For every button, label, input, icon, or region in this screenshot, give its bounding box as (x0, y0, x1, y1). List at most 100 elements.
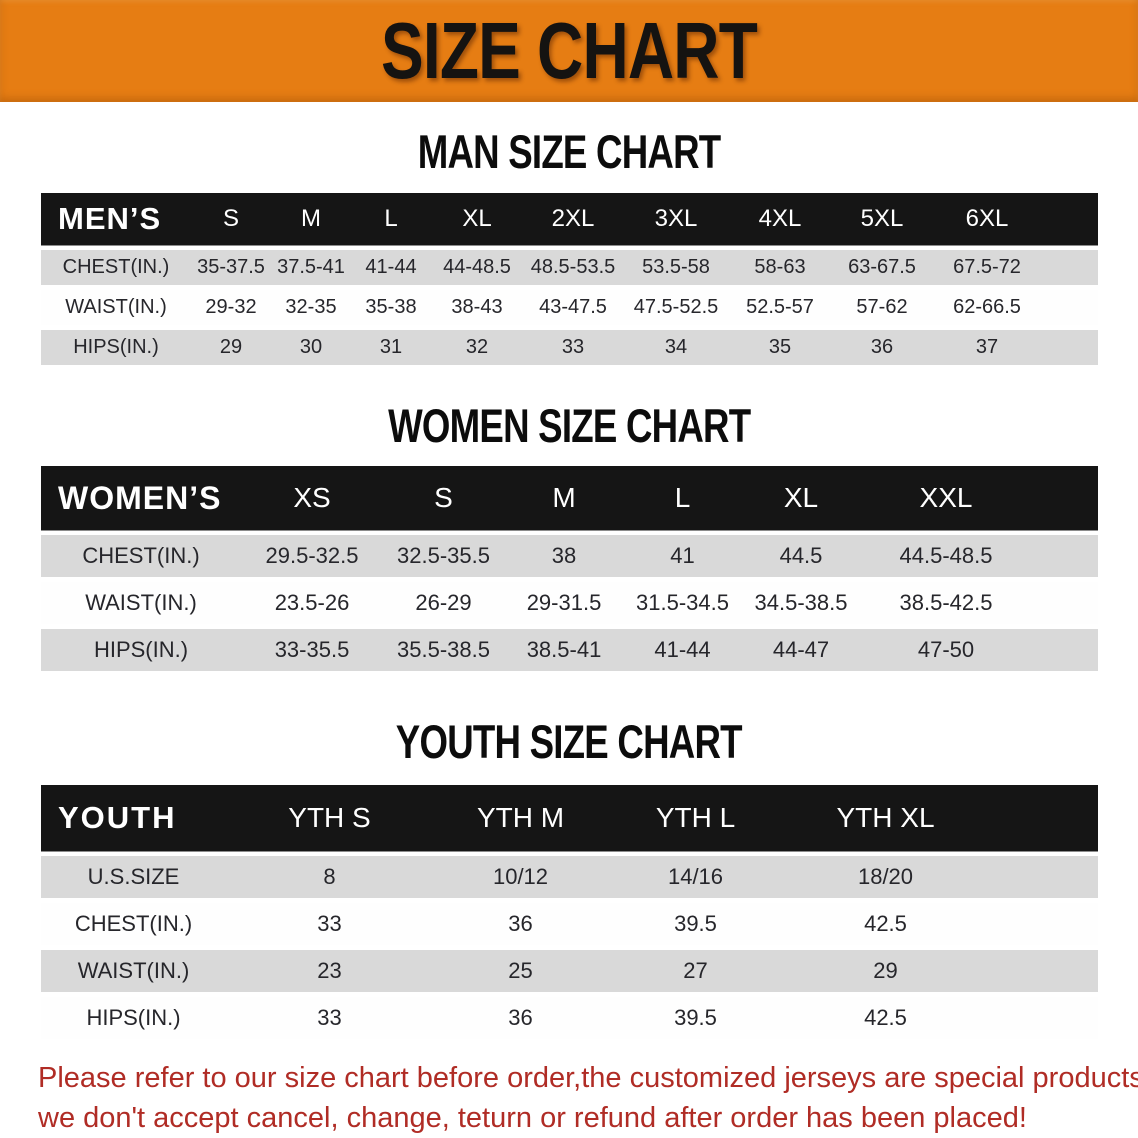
size-column-header: XXL (861, 466, 1031, 531)
man-section-title-text: MAN SIZE CHART (417, 125, 721, 178)
size-column-header: XL (741, 466, 861, 531)
measurement-row: HIPS(IN.) 33-35.5 35.5-38.5 38.5-41 41-44 44-… (41, 629, 1098, 672)
measurement-row: WAIST(IN.) 29-32 32-35 35-38 38-43 43-47.5 47.… (41, 289, 1098, 325)
size-header-row: WOMEN’S XS S M L XL XXL (41, 466, 1098, 531)
size-column-header: S (383, 466, 504, 531)
measurement-value: 43-47.5 (523, 289, 623, 325)
measurement-value: 44-47 (741, 629, 861, 672)
measurement-value: 33 (226, 997, 433, 1040)
measurement-row: CHEST(IN.) 33 36 39.5 42.5 (41, 903, 1098, 946)
measurement-value: 23 (226, 950, 433, 993)
measurement-value: 10/12 (433, 856, 608, 899)
measurement-value: 36 (831, 329, 933, 365)
measurement-value: 38 (504, 535, 624, 578)
measurement-value: 44-48.5 (431, 249, 523, 285)
measurement-value: 57-62 (831, 289, 933, 325)
measurement-value: 32-35 (271, 289, 351, 325)
filler-cell (1041, 329, 1098, 365)
size-column-header: 4XL (729, 192, 831, 245)
measurement-value: 38-43 (431, 289, 523, 325)
measurement-row: WAIST(IN.) 23.5-26 26-29 29-31.5 31.5-34.5 34… (41, 582, 1098, 625)
measurement-value: 42.5 (783, 903, 988, 946)
measurement-value: 25 (433, 950, 608, 993)
women-section-title-text: WOMEN SIZE CHART (387, 398, 751, 452)
measurement-value: 30 (271, 329, 351, 365)
measurement-row: HIPS(IN.) 33 36 39.5 42.5 (41, 997, 1098, 1040)
measurement-value: 34 (623, 329, 729, 365)
measurement-label: WAIST(IN.) (41, 950, 226, 993)
measurement-row: HIPS(IN.) 29 30 31 32 33 34 35 36 37 (41, 329, 1098, 365)
measurement-value: 47.5-52.5 (623, 289, 729, 325)
measurement-value: 8 (226, 856, 433, 899)
measurement-label: HIPS(IN.) (41, 629, 241, 672)
measurement-label: WAIST(IN.) (41, 582, 241, 625)
measurement-value: 33 (523, 329, 623, 365)
measurement-value: 26-29 (383, 582, 504, 625)
measurement-value: 63-67.5 (831, 249, 933, 285)
measurement-value: 38.5-42.5 (861, 582, 1031, 625)
filler-cell (988, 903, 1098, 946)
filler-cell (1031, 582, 1098, 625)
filler-cell (988, 785, 1098, 852)
size-column-header: XS (241, 466, 383, 531)
measurement-value: 35.5-38.5 (383, 629, 504, 672)
size-column-header: YTH M (433, 785, 608, 852)
measurement-value: 29 (783, 950, 988, 993)
size-header-row: MEN’S S M L XL 2XL 3XL 4XL 5XL 6XL (41, 192, 1098, 245)
filler-cell (1041, 289, 1098, 325)
measurement-value: 39.5 (608, 997, 783, 1040)
banner-title: SIZE CHART (381, 6, 758, 95)
measurement-row: WAIST(IN.) 23 25 27 29 (41, 950, 1098, 993)
size-column-header: M (504, 466, 624, 531)
table-category-label: YOUTH (41, 785, 226, 852)
measurement-label: HIPS(IN.) (41, 329, 191, 365)
measurement-value: 41-44 (351, 249, 431, 285)
measurement-value: 47-50 (861, 629, 1031, 672)
size-column-header: M (271, 192, 351, 245)
measurement-value: 39.5 (608, 903, 783, 946)
banner: SIZE CHART (0, 0, 1138, 102)
measurement-label: CHEST(IN.) (41, 249, 191, 285)
filler-cell (988, 856, 1098, 899)
size-column-header: 2XL (523, 192, 623, 245)
measurement-value: 35-37.5 (191, 249, 271, 285)
size-column-header: 6XL (933, 192, 1041, 245)
size-header-row: YOUTH YTH S YTH M YTH L YTH XL (41, 785, 1098, 852)
measurement-value: 32.5-35.5 (383, 535, 504, 578)
measurement-value: 27 (608, 950, 783, 993)
size-column-header: S (191, 192, 271, 245)
filler-cell (988, 950, 1098, 993)
measurement-value: 34.5-38.5 (741, 582, 861, 625)
filler-cell (1041, 249, 1098, 285)
measurement-value: 36 (433, 903, 608, 946)
table-category-label: MEN’S (41, 192, 191, 245)
measurement-row: CHEST(IN.) 35-37.5 37.5-41 41-44 44-48.5 48.5… (41, 249, 1098, 285)
measurement-value: 36 (433, 997, 608, 1040)
measurement-value: 37.5-41 (271, 249, 351, 285)
size-column-header: L (351, 192, 431, 245)
size-column-header: YTH S (226, 785, 433, 852)
filler-cell (1031, 466, 1098, 531)
size-column-header: 3XL (623, 192, 729, 245)
measurement-label: U.S.SIZE (41, 856, 226, 899)
measurement-value: 62-66.5 (933, 289, 1041, 325)
mens-size-table: MEN’S S M L XL 2XL 3XL 4XL 5XL 6XL CHEST(IN.) 35-37… (41, 188, 1098, 370)
youth-section-title-text: YOUTH SIZE CHART (396, 715, 743, 769)
man-size-section: MAN SIZE CHART MEN’S S M L XL 2XL 3XL 4XL 5XL 6XL… (0, 126, 1138, 370)
measurement-value: 52.5-57 (729, 289, 831, 325)
women-size-section: WOMEN SIZE CHART WOMEN’S XS S M L XL XXL CHEST(… (0, 398, 1138, 677)
measurement-value: 31.5-34.5 (624, 582, 741, 625)
measurement-label: WAIST(IN.) (41, 289, 191, 325)
measurement-value: 14/16 (608, 856, 783, 899)
measurement-value: 32 (431, 329, 523, 365)
size-column-header: 5XL (831, 192, 933, 245)
filler-cell (1041, 192, 1098, 245)
women-section-title: WOMEN SIZE CHART (0, 398, 1138, 452)
measurement-value: 37 (933, 329, 1041, 365)
womens-size-table: WOMEN’S XS S M L XL XXL CHEST(IN.) 29.5-32.5 32.5… (41, 461, 1098, 676)
size-column-header: XL (431, 192, 523, 245)
measurement-value: 41 (624, 535, 741, 578)
size-column-header: L (624, 466, 741, 531)
measurement-row: CHEST(IN.) 29.5-32.5 32.5-35.5 38 41 44.5 44.5… (41, 535, 1098, 578)
